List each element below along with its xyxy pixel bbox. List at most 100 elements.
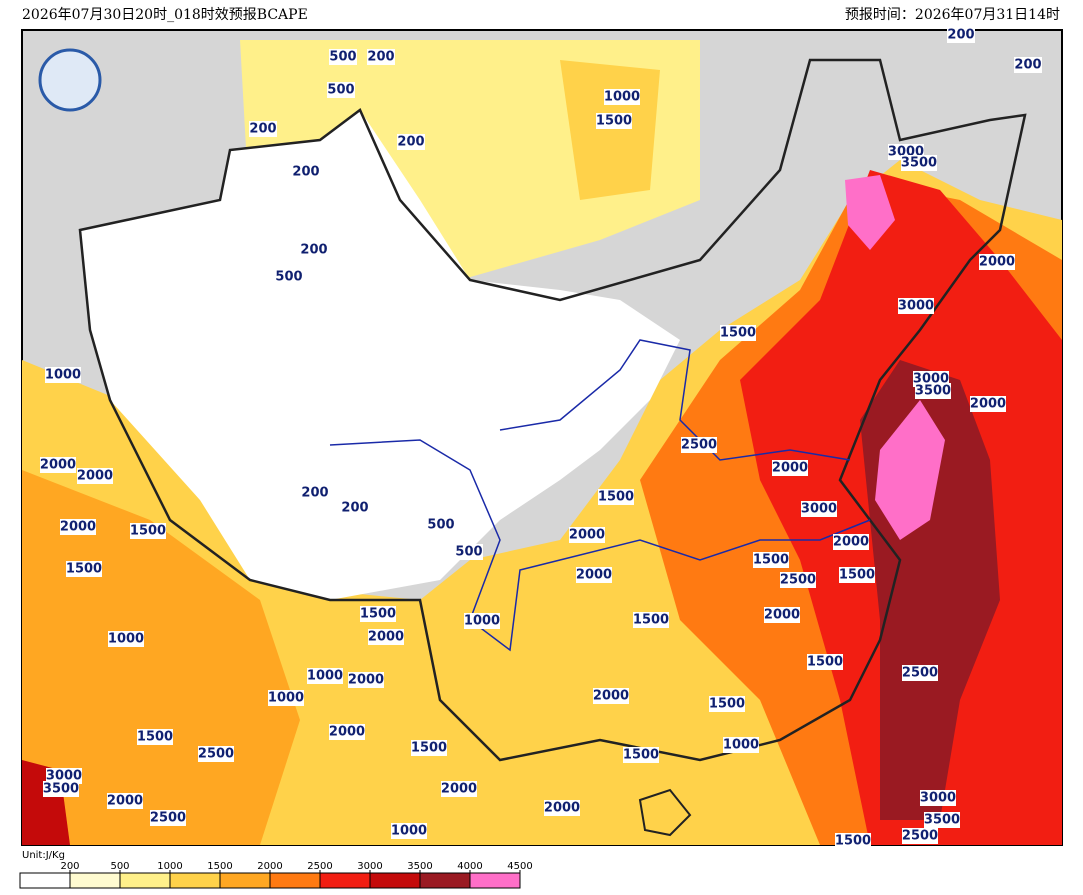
contour-label: 1000 <box>391 824 427 839</box>
label-box <box>764 607 800 623</box>
contour-label: 1000 <box>307 669 343 684</box>
label-box <box>681 437 717 453</box>
colorbar: Unit:J/Kg 200 500 1000 1500 2000 2500 3000 3500… <box>19 850 533 889</box>
label-box <box>544 800 580 816</box>
colorbar-tick-label: 500 <box>110 861 129 872</box>
label-box <box>368 629 404 645</box>
label-box <box>1014 57 1042 73</box>
country-border <box>78 58 1027 762</box>
label-box <box>391 823 427 839</box>
colorbar-tick-label: 200 <box>60 861 79 872</box>
contour-label: 200 <box>341 501 368 516</box>
colorbar-swatch <box>69 872 121 889</box>
contour-label: 2000 <box>970 397 1006 412</box>
label-box <box>275 269 303 285</box>
contour-label: 2000 <box>441 782 477 797</box>
contour-label: 3000 <box>913 372 949 387</box>
label-box <box>397 134 425 150</box>
label-box <box>268 690 304 706</box>
label-box <box>633 612 669 628</box>
label-box <box>249 121 277 137</box>
label-box <box>329 724 365 740</box>
label-box <box>835 833 871 849</box>
label-box <box>970 396 1006 412</box>
colorbar-swatch <box>319 872 371 889</box>
contour-label: 2000 <box>979 255 1015 270</box>
contour-label: 200 <box>300 243 327 258</box>
label-box <box>40 457 76 473</box>
contour-label: 2000 <box>348 673 384 688</box>
contour-label: 1500 <box>807 655 843 670</box>
header-left: 2026年07月30日20时_018时效预报BCAPE <box>22 7 308 23</box>
contour-label: 3000 <box>801 502 837 517</box>
contour-label: 1000 <box>108 632 144 647</box>
contour-label: 2000 <box>77 469 113 484</box>
label-box <box>329 49 357 65</box>
plateau-region <box>80 110 680 600</box>
label-box <box>327 82 355 98</box>
label-box <box>979 254 1015 270</box>
label-box <box>130 523 166 539</box>
contour-label: 1500 <box>411 741 447 756</box>
label-box <box>60 519 96 535</box>
contour-label: 1500 <box>709 697 745 712</box>
contour-label: 3000 <box>898 299 934 314</box>
contour-label: 2000 <box>764 608 800 623</box>
contour-label: 2000 <box>107 794 143 809</box>
label-box <box>137 729 173 745</box>
label-box <box>455 544 483 560</box>
label-box <box>801 501 837 517</box>
label-box <box>66 561 102 577</box>
label-box <box>723 737 759 753</box>
contour-label: 2000 <box>368 630 404 645</box>
contour-label: 2500 <box>780 573 816 588</box>
cape-field <box>845 175 895 250</box>
contour-label: 2500 <box>681 438 717 453</box>
label-box <box>902 665 938 681</box>
label-box <box>198 746 234 762</box>
contour-label: 2000 <box>40 458 76 473</box>
contour-label: 3500 <box>43 782 79 797</box>
contour-label: 3000 <box>920 791 956 806</box>
label-box <box>720 325 756 341</box>
contour-label: 500 <box>327 83 354 98</box>
label-box <box>464 613 500 629</box>
colorbar-tick-label: 4000 <box>457 861 482 872</box>
contour-label: 200 <box>301 486 328 501</box>
label-box <box>753 552 789 568</box>
label-box <box>43 781 79 797</box>
label-box <box>150 810 186 826</box>
label-box <box>307 668 343 684</box>
contour-label: 2000 <box>569 528 605 543</box>
colorbar-swatch <box>469 872 521 889</box>
colorbar-tick-label: 4500 <box>507 861 532 872</box>
contour-label: 1000 <box>268 691 304 706</box>
label-box <box>367 49 395 65</box>
contour-label: 200 <box>947 28 974 43</box>
label-box <box>341 500 369 516</box>
contour-label: 200 <box>397 135 424 150</box>
contour-label: 2000 <box>772 461 808 476</box>
label-box <box>300 242 328 258</box>
colorbar-swatch <box>419 872 471 889</box>
label-box <box>898 298 934 314</box>
contour-label: 2000 <box>329 725 365 740</box>
label-box <box>427 517 455 533</box>
label-box <box>772 460 808 476</box>
colorbar-swatch <box>219 872 271 889</box>
river <box>329 339 871 652</box>
contour-label: 1000 <box>45 368 81 383</box>
contour-label: 2000 <box>833 535 869 550</box>
contour-label: 200 <box>292 165 319 180</box>
label-box <box>441 781 477 797</box>
island-border <box>638 788 692 837</box>
colorbar-swatch <box>269 872 321 889</box>
contour-label: 1500 <box>623 748 659 763</box>
label-box <box>77 468 113 484</box>
contour-label: 200 <box>367 50 394 65</box>
label-box <box>576 567 612 583</box>
colorbar-tick-label: 3000 <box>357 861 382 872</box>
label-box <box>348 672 384 688</box>
map <box>21 29 1063 846</box>
